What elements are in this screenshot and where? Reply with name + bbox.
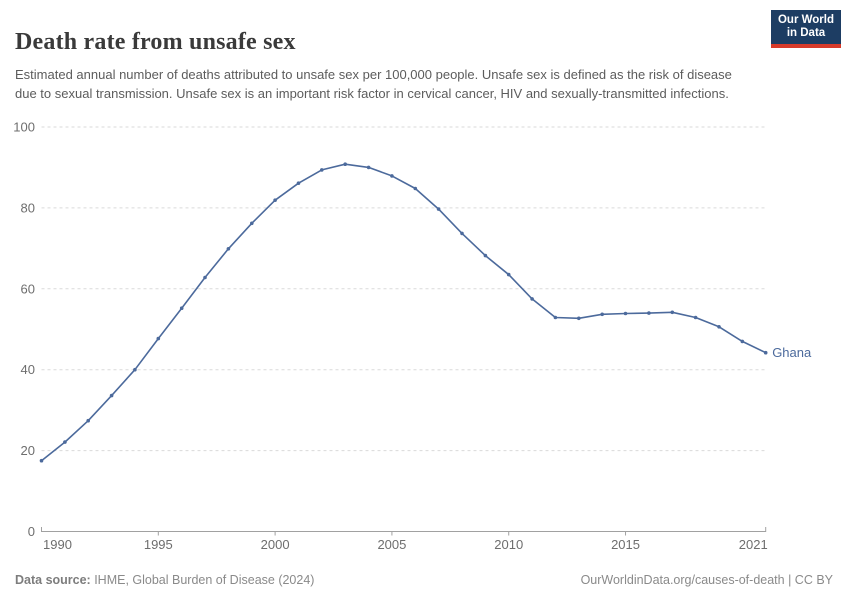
data-point[interactable] bbox=[577, 316, 581, 321]
y-tick-label: 80 bbox=[21, 200, 35, 215]
chart-title: Death rate from unsafe sex bbox=[15, 29, 296, 56]
data-point[interactable] bbox=[600, 312, 604, 317]
data-point[interactable] bbox=[296, 181, 301, 185]
data-point[interactable] bbox=[763, 350, 768, 355]
footer-link[interactable]: OurWorldinData.org/causes-of-death | CC … bbox=[580, 573, 833, 587]
x-tick-label: 1990 bbox=[43, 537, 72, 552]
y-tick-label: 60 bbox=[21, 281, 35, 296]
data-source-label: Data source: bbox=[15, 573, 91, 587]
chart-footer: Data source: IHME, Global Burden of Dise… bbox=[15, 573, 833, 587]
data-point[interactable] bbox=[63, 440, 67, 444]
x-tick-label: 2005 bbox=[377, 537, 406, 552]
data-point[interactable] bbox=[273, 198, 277, 202]
data-point[interactable] bbox=[156, 336, 161, 341]
data-point[interactable] bbox=[366, 165, 371, 170]
x-tick-label: 1995 bbox=[144, 537, 173, 552]
data-point[interactable] bbox=[109, 393, 114, 398]
data-point[interactable] bbox=[203, 275, 207, 280]
data-point[interactable] bbox=[343, 162, 348, 166]
data-point[interactable] bbox=[670, 310, 675, 315]
y-tick-label: 0 bbox=[28, 524, 35, 539]
data-point[interactable] bbox=[250, 221, 254, 226]
owid-logo-line1: Our World bbox=[777, 14, 834, 26]
data-point[interactable] bbox=[483, 253, 488, 258]
data-point[interactable] bbox=[179, 306, 184, 310]
data-point[interactable] bbox=[530, 297, 534, 301]
x-tick-label: 2010 bbox=[494, 537, 523, 552]
data-point[interactable] bbox=[133, 367, 137, 372]
x-tick-label: 2000 bbox=[261, 537, 290, 552]
data-point[interactable] bbox=[436, 207, 441, 211]
series-label-ghana[interactable]: Ghana bbox=[772, 345, 812, 360]
y-tick-label: 40 bbox=[21, 362, 35, 377]
data-point[interactable] bbox=[320, 168, 324, 172]
series-line-ghana bbox=[40, 163, 767, 462]
owid-logo-line2: in Data bbox=[786, 27, 826, 39]
data-point[interactable] bbox=[86, 418, 90, 423]
data-source-text: IHME, Global Burden of Disease (2024) bbox=[90, 573, 315, 587]
data-point[interactable] bbox=[553, 315, 558, 320]
data-point[interactable] bbox=[413, 186, 418, 191]
x-axis-line bbox=[41, 527, 767, 532]
data-point[interactable] bbox=[506, 272, 511, 277]
data-point[interactable] bbox=[390, 174, 394, 178]
data-point[interactable] bbox=[39, 458, 44, 463]
data-point[interactable] bbox=[226, 247, 231, 251]
data-point[interactable] bbox=[740, 339, 745, 344]
x-tick-label: 2015 bbox=[611, 537, 640, 552]
data-point[interactable] bbox=[647, 311, 651, 315]
data-point[interactable] bbox=[623, 311, 628, 316]
data-point[interactable] bbox=[693, 315, 698, 320]
owid-logo[interactable]: Our World in Data bbox=[771, 10, 841, 48]
data-point[interactable] bbox=[460, 231, 464, 236]
x-tick-label: 2021 bbox=[739, 537, 768, 552]
data-source: Data source: IHME, Global Burden of Dise… bbox=[15, 573, 314, 587]
y-tick-label: 20 bbox=[21, 443, 35, 458]
y-tick-label: 100 bbox=[13, 120, 35, 135]
data-point[interactable] bbox=[717, 325, 721, 329]
line-chart: 0 20 40 60 80 100 1990 1995 2000 2005 2010 2015 2021… bbox=[13, 120, 812, 553]
chart-subtitle: Estimated annual number of deaths attrib… bbox=[15, 67, 732, 101]
